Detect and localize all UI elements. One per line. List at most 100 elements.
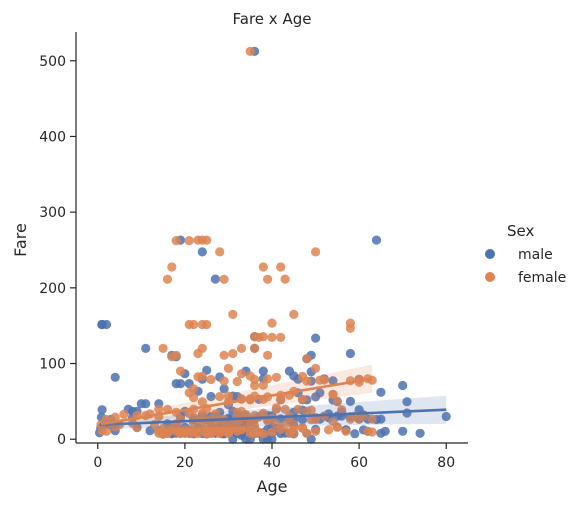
y-ticks: 0 100 200 300 400 500 <box>39 54 76 448</box>
data-point-female <box>337 405 347 415</box>
data-point-female <box>180 425 190 435</box>
x-tick-label: 80 <box>437 455 455 471</box>
data-point-male <box>350 429 360 439</box>
data-point-male <box>311 392 321 402</box>
data-point-female <box>193 372 203 382</box>
data-point-female <box>332 397 342 407</box>
data-point-male <box>101 319 112 330</box>
data-point-female <box>232 376 242 387</box>
data-point-female <box>263 350 273 360</box>
x-tick-label: 60 <box>350 455 368 471</box>
data-point-female <box>202 235 212 245</box>
data-point-female <box>341 426 351 436</box>
data-point-female <box>311 247 321 257</box>
data-point-female <box>258 408 268 418</box>
data-point-female <box>302 376 312 386</box>
data-point-male <box>258 366 268 376</box>
regression-lines <box>99 364 447 429</box>
data-point-female <box>162 428 173 438</box>
data-point-female <box>219 426 229 436</box>
data-point-male <box>371 235 382 245</box>
data-point-female <box>258 429 268 439</box>
data-point-female <box>280 274 290 284</box>
data-point-male <box>398 426 408 436</box>
x-axis-title: Age <box>257 477 288 496</box>
legend: Sex male female <box>485 222 566 286</box>
data-point-female <box>175 366 186 376</box>
series-male <box>95 46 451 444</box>
data-point-female <box>219 274 229 284</box>
data-point-female <box>306 405 316 415</box>
data-point-male <box>110 372 120 382</box>
legend-marker-female <box>485 272 495 282</box>
data-point-female <box>276 262 286 272</box>
data-point-female <box>297 394 308 404</box>
data-point-female <box>280 420 290 430</box>
data-point-female <box>167 262 177 272</box>
data-point-female <box>311 426 321 436</box>
data-point-male <box>284 366 294 376</box>
data-point-male <box>97 405 107 415</box>
data-point-female <box>215 247 225 257</box>
data-point-female <box>250 421 260 431</box>
data-point-female <box>171 236 181 246</box>
data-point-female <box>276 332 286 342</box>
data-point-female <box>250 428 260 438</box>
data-point-female <box>184 408 194 419</box>
data-point-female <box>202 319 212 330</box>
data-point-female <box>324 425 334 435</box>
data-point-female <box>293 404 303 414</box>
data-point-female <box>215 391 225 402</box>
data-point-female <box>158 343 168 353</box>
data-point-male <box>376 387 386 397</box>
legend-label-male: male <box>518 247 553 263</box>
data-point-female <box>162 274 173 284</box>
data-point-male <box>141 343 151 353</box>
data-point-female <box>289 419 299 430</box>
data-point-female <box>119 409 129 419</box>
data-point-female <box>132 423 142 433</box>
data-point-female <box>189 393 199 403</box>
data-point-female <box>258 262 268 272</box>
data-point-female <box>202 424 212 434</box>
data-point-male <box>402 397 412 407</box>
data-point-female <box>302 354 312 364</box>
data-point-female <box>250 374 260 385</box>
data-point-female <box>236 343 247 353</box>
y-tick-label: 500 <box>39 54 66 70</box>
data-point-female <box>210 423 220 433</box>
data-point-female <box>228 309 238 319</box>
data-point-female <box>184 236 194 246</box>
data-point-female <box>276 394 286 404</box>
chart-title: Fare x Age <box>233 10 312 28</box>
data-point-male <box>441 411 451 422</box>
x-tick-label: 0 <box>93 455 102 471</box>
data-point-male <box>376 414 386 424</box>
data-point-female <box>258 332 268 342</box>
data-point-female <box>171 350 181 360</box>
data-point-male <box>345 396 355 406</box>
x-tick-label: 40 <box>263 455 281 471</box>
data-point-female <box>236 369 247 379</box>
regression-line-male <box>99 408 447 427</box>
data-point-female <box>219 376 229 386</box>
data-point-male <box>175 379 186 389</box>
data-point-male <box>328 376 338 386</box>
x-ticks: 0 20 40 60 80 <box>93 443 455 471</box>
data-point-female <box>315 375 325 385</box>
data-point-female <box>154 404 164 414</box>
y-axis-title: Fare <box>11 223 30 257</box>
data-point-female <box>206 374 216 385</box>
data-point-male <box>206 391 216 402</box>
data-point-female <box>228 348 238 359</box>
data-point-female <box>263 274 273 284</box>
data-point-female <box>345 318 355 328</box>
data-point-female <box>297 423 308 433</box>
x-tick-label: 20 <box>176 455 194 471</box>
data-point-female <box>245 46 255 57</box>
data-point-female <box>197 397 207 407</box>
data-point-female <box>193 348 203 359</box>
y-tick-label: 100 <box>39 357 66 373</box>
data-point-male <box>345 348 355 359</box>
